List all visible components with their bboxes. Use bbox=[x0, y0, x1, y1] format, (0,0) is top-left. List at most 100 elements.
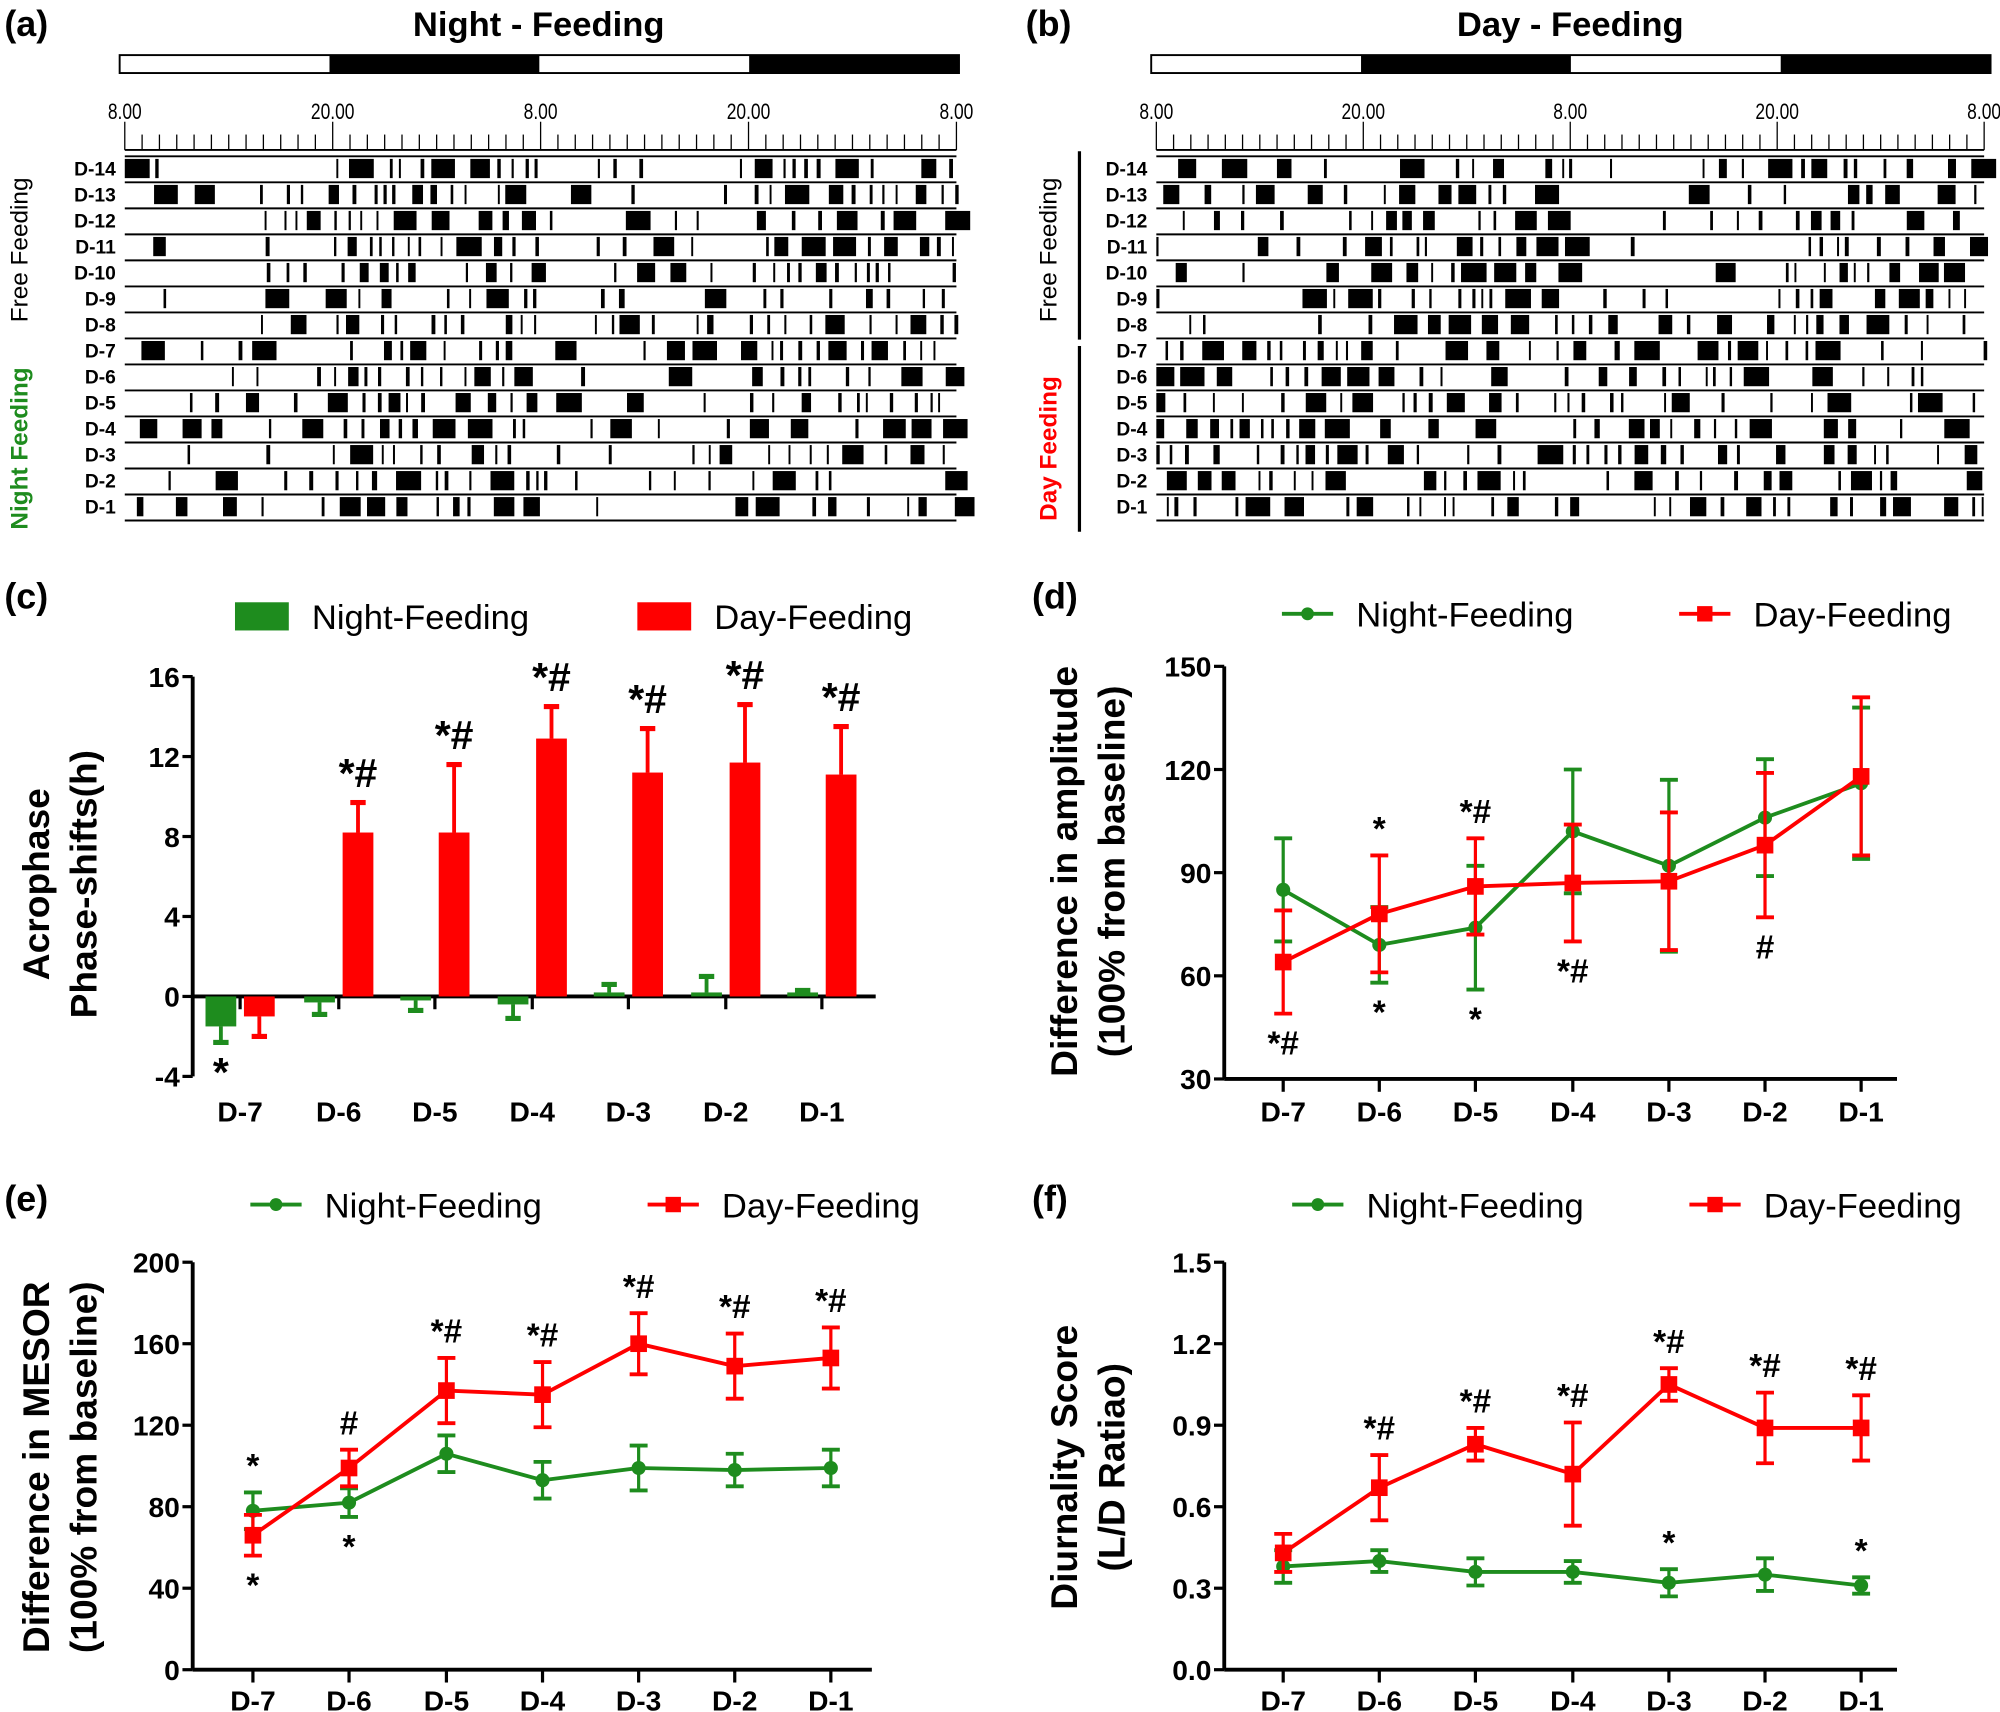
activity-bout bbox=[383, 184, 387, 205]
activity-bout bbox=[668, 367, 693, 387]
activity-bout bbox=[921, 158, 937, 179]
activity-bout bbox=[265, 236, 270, 257]
activity-bout bbox=[1163, 184, 1180, 205]
activity-bout bbox=[376, 210, 379, 231]
activity-bout bbox=[865, 288, 873, 309]
data-point bbox=[1467, 878, 1484, 895]
activity-bout bbox=[1284, 497, 1305, 517]
activity-bout bbox=[949, 158, 953, 179]
data-point bbox=[1276, 882, 1291, 897]
activity-bout bbox=[440, 367, 443, 387]
activity-bout bbox=[1610, 158, 1613, 179]
activity-bout bbox=[1634, 445, 1649, 465]
activity-bout bbox=[1608, 314, 1618, 335]
activity-bout bbox=[1451, 262, 1455, 283]
activity-bout bbox=[739, 158, 742, 179]
significance-marker: *# bbox=[1749, 1348, 1780, 1385]
activity-bout bbox=[533, 288, 537, 309]
activity-bout bbox=[348, 367, 359, 387]
activity-bout bbox=[809, 314, 813, 335]
activity-bout bbox=[223, 497, 237, 517]
time-label: 8.00 bbox=[1139, 100, 1173, 124]
activity-bout bbox=[787, 262, 790, 283]
activity-bout bbox=[942, 445, 945, 465]
activity-bout bbox=[707, 314, 714, 335]
bar bbox=[536, 738, 567, 997]
day-row-label: D-8 bbox=[1116, 316, 1147, 337]
activity-bout bbox=[1588, 314, 1593, 335]
activity-bout bbox=[780, 288, 784, 309]
activity-bout bbox=[502, 367, 505, 387]
activity-bout bbox=[388, 393, 401, 413]
data-point bbox=[1372, 1553, 1387, 1569]
activity-bout bbox=[238, 340, 243, 361]
activity-bout bbox=[945, 367, 965, 387]
activity-bout bbox=[911, 419, 932, 439]
activity-bout bbox=[1394, 314, 1418, 335]
activity-bout bbox=[1235, 497, 1239, 517]
activity-bout bbox=[1642, 288, 1646, 309]
activity-bout bbox=[596, 236, 600, 257]
data-point bbox=[1852, 1419, 1870, 1437]
activity-bout bbox=[1952, 210, 1960, 231]
activity-bout bbox=[749, 393, 754, 413]
activity-bout bbox=[1515, 210, 1537, 231]
activity-bout bbox=[398, 158, 401, 179]
activity-bout bbox=[783, 158, 786, 179]
time-label: 20.00 bbox=[1341, 100, 1385, 124]
activity-bout bbox=[1778, 288, 1781, 309]
activity-bout bbox=[1321, 367, 1341, 387]
activity-bout bbox=[1906, 210, 1925, 231]
x-tick-label: D-5 bbox=[1453, 1095, 1498, 1127]
activity-bout bbox=[1717, 314, 1733, 335]
series-night-feeding bbox=[243, 1433, 840, 1532]
activity-bout bbox=[1202, 340, 1224, 361]
activity-bout bbox=[754, 184, 759, 205]
activity-bout bbox=[1296, 236, 1301, 257]
activity-bout bbox=[1333, 288, 1336, 309]
time-label: 8.00 bbox=[524, 100, 558, 124]
activity-bout bbox=[1634, 471, 1653, 491]
activity-bout bbox=[907, 497, 910, 517]
activity-bout bbox=[182, 419, 202, 439]
activity-bout bbox=[211, 419, 223, 439]
activity-bout bbox=[941, 288, 945, 309]
activity-bout bbox=[1699, 471, 1703, 491]
activity-bout bbox=[1889, 262, 1901, 283]
activity-bout bbox=[1347, 367, 1370, 387]
activity-bout bbox=[815, 471, 819, 491]
activity-bout bbox=[1743, 367, 1770, 387]
activity-bout bbox=[153, 236, 166, 257]
y-tick-label: 150 bbox=[1164, 651, 1211, 683]
activity-bout bbox=[380, 314, 385, 335]
activity-bout bbox=[772, 471, 796, 491]
activity-bout bbox=[495, 340, 499, 361]
activity-bout bbox=[691, 236, 694, 257]
activity-bout bbox=[1944, 497, 1959, 517]
activity-bout bbox=[784, 314, 787, 335]
activity-bout bbox=[1241, 210, 1245, 231]
y-tick-label: 200 bbox=[133, 1246, 180, 1278]
bar bbox=[729, 762, 761, 997]
time-label: 8.00 bbox=[108, 100, 142, 124]
activity-bout bbox=[505, 184, 527, 205]
bar bbox=[205, 996, 237, 1027]
y-axis-label: Phase-shifts(h) bbox=[63, 750, 105, 1018]
activity-bout bbox=[889, 393, 894, 413]
y-tick-label: 30 bbox=[1180, 1063, 1211, 1095]
activity-bout bbox=[922, 288, 926, 309]
activity-bout bbox=[327, 393, 348, 413]
activity-bout bbox=[1280, 210, 1284, 231]
activity-bout bbox=[1419, 367, 1424, 387]
activity-bout bbox=[1380, 419, 1391, 439]
activity-bout bbox=[1783, 184, 1787, 205]
significance-marker: * bbox=[213, 1049, 229, 1095]
activity-bout bbox=[1983, 340, 1988, 361]
activity-bout bbox=[1463, 471, 1467, 491]
activity-bout bbox=[1365, 236, 1382, 257]
x-tick-label: D-1 bbox=[799, 1095, 844, 1127]
activity-bout bbox=[1621, 393, 1624, 413]
activity-bout bbox=[804, 158, 808, 179]
bar bbox=[400, 996, 432, 1001]
significance-marker: * bbox=[1855, 1533, 1868, 1570]
